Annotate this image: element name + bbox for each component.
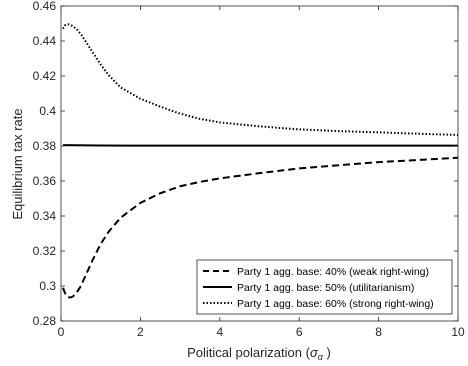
ticks-layer: 0 2 4 6 8 10 0.28 0.3 0.32 0.34 0.36 0.38 0.4 0.42 0.4… bbox=[33, 0, 465, 339]
axes-box bbox=[60, 5, 459, 322]
y-tick-label: 0.36 bbox=[33, 174, 57, 188]
x-axis-title-close: ) bbox=[323, 345, 331, 360]
y-tick-label: 0.34 bbox=[33, 209, 57, 223]
x-axis-title-subscript: α bbox=[318, 352, 324, 362]
x-tick-label: 8 bbox=[375, 325, 382, 339]
y-axis-title: Equilibrium tax rate bbox=[10, 108, 25, 219]
x-tick-label: 0 bbox=[58, 325, 65, 339]
y-tick-label: 0.44 bbox=[33, 34, 57, 48]
legend: Party 1 agg. base: 40% (weak right-wing)… bbox=[196, 259, 453, 315]
x-tick-label: 6 bbox=[296, 325, 303, 339]
x-axis-title-text: Political polarization ( bbox=[187, 345, 311, 360]
y-tick-label: 0.3 bbox=[39, 279, 56, 293]
series-layer bbox=[62, 23, 459, 299]
legend-box bbox=[196, 259, 453, 315]
y-tick-label: 0.46 bbox=[33, 0, 57, 13]
series-line-1 bbox=[62, 156, 459, 299]
y-tick-label: 0.32 bbox=[33, 244, 57, 258]
y-tick-label: 0.42 bbox=[33, 69, 57, 83]
axes-layer bbox=[60, 5, 459, 322]
y-tick-label: 0.4 bbox=[39, 104, 56, 118]
series-line-2 bbox=[62, 144, 458, 147]
x-tick-label: 10 bbox=[451, 325, 465, 339]
x-tick-label: 4 bbox=[216, 325, 223, 339]
series-line-3 bbox=[62, 23, 459, 136]
legend-label-utilitarianism: Party 1 agg. base: 50% (utilitarianism) bbox=[237, 282, 414, 294]
x-axis-title: Political polarization (σα ) bbox=[187, 345, 331, 362]
legend-label-strong-right-wing: Party 1 agg. base: 60% (strong right-win… bbox=[237, 298, 434, 310]
x-tick-label: 2 bbox=[137, 325, 144, 339]
x-axis-title-symbol: σ bbox=[310, 345, 319, 360]
legend-label-weak-right-wing: Party 1 agg. base: 40% (weak right-wing) bbox=[237, 266, 429, 278]
y-tick-label: 0.38 bbox=[33, 139, 57, 153]
y-tick-label: 0.28 bbox=[33, 314, 57, 328]
